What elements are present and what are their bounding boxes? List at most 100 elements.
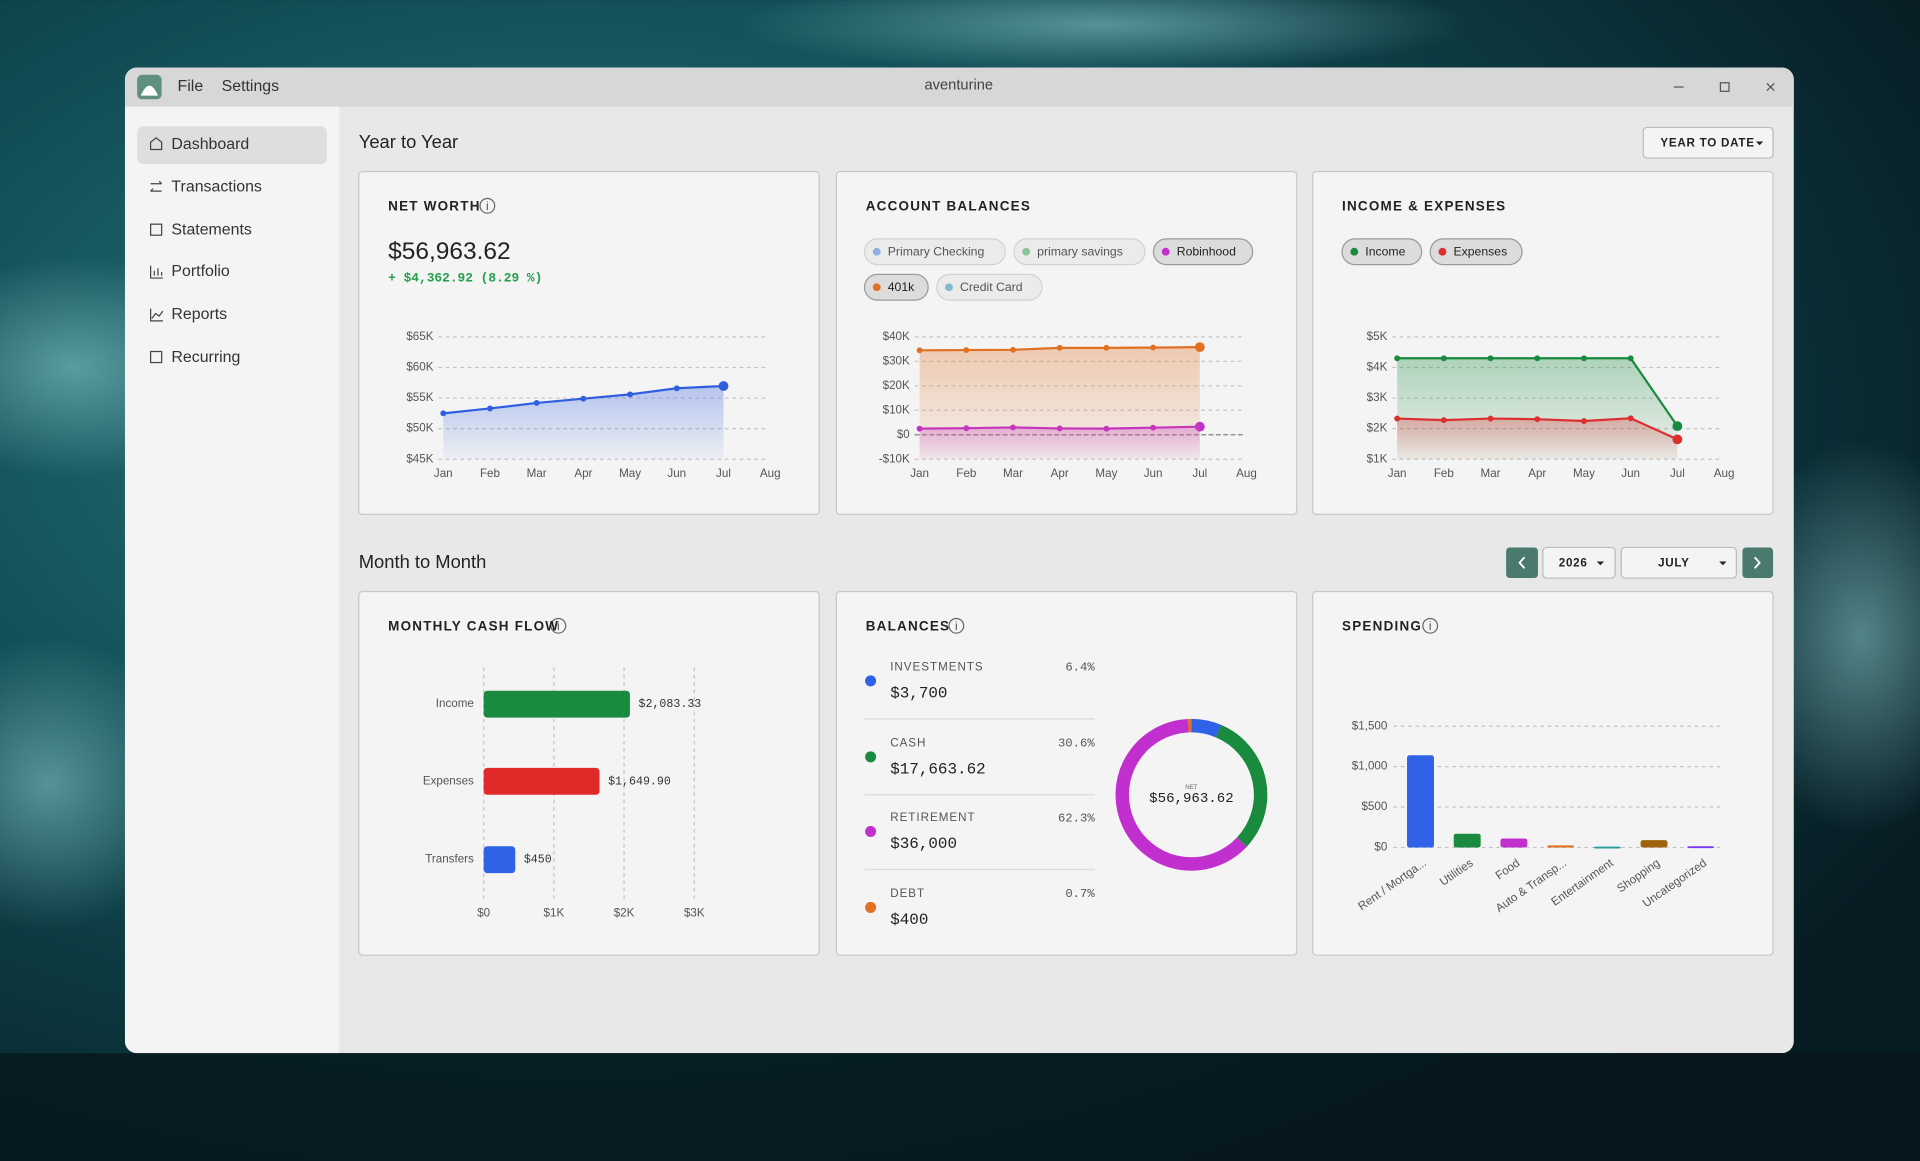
title-bar: [124, 67, 1794, 107]
x-tick-label: Jan: [910, 467, 929, 480]
x-tick-label: Jul: [1192, 467, 1207, 480]
x-tick-label: Jul: [1670, 467, 1685, 480]
legend-chip[interactable]: [863, 273, 929, 301]
nav-item[interactable]: Dashboard: [171, 136, 249, 153]
x-tick-label: Apr: [1528, 467, 1546, 480]
card-title: MONTHLY CASH FLOW: [388, 619, 559, 634]
info-icon[interactable]: [1422, 617, 1439, 634]
close-button[interactable]: [1766, 82, 1775, 92]
year-select[interactable]: [1542, 546, 1616, 579]
info-icon[interactable]: [550, 617, 567, 634]
donut-segment: [1115, 718, 1247, 871]
category-label: Expenses: [423, 774, 474, 787]
nav-item[interactable]: Transactions: [171, 179, 262, 196]
legend-chip[interactable]: [1341, 238, 1423, 266]
bar: [1687, 846, 1715, 849]
month-label: JULY: [1658, 556, 1690, 569]
point: [1394, 355, 1401, 362]
legend-chip[interactable]: [1429, 238, 1523, 266]
y-tick-label: $4K: [1367, 361, 1388, 374]
legend-chip[interactable]: [1152, 238, 1254, 266]
nav-item[interactable]: Portfolio: [171, 263, 230, 280]
x-tick-label: Jul: [716, 467, 731, 480]
section-title: Month to Month: [359, 551, 487, 572]
balance-percent: 62.3%: [1058, 811, 1095, 825]
y-tick-label: $20K: [883, 379, 910, 392]
wave: [734, 0, 1470, 74]
x-tick-label: $1K: [544, 907, 565, 920]
bar: [1640, 840, 1668, 848]
point: [718, 381, 729, 391]
menu-item[interactable]: File: [178, 78, 204, 95]
y-tick-label: $1,500: [1352, 719, 1388, 732]
legend-chip[interactable]: [936, 273, 1043, 301]
x-tick-label: Mar: [1481, 467, 1501, 480]
legend-chip[interactable]: [1013, 238, 1146, 266]
legend-label: primary savings: [1037, 245, 1123, 259]
balance-label: CASH: [890, 736, 926, 749]
nav-item[interactable]: Reports: [171, 306, 227, 323]
legend-label: Primary Checking: [888, 245, 985, 259]
card-title: NET WORTH: [388, 199, 480, 214]
menu-item[interactable]: Settings: [222, 78, 280, 95]
shade: [0, 1053, 1920, 1161]
balance-percent: 0.7%: [1065, 887, 1095, 901]
balance-amount: $400: [890, 911, 928, 929]
prev-button[interactable]: [1506, 547, 1538, 579]
balance-amount: $3,700: [890, 684, 947, 702]
info-icon[interactable]: [948, 617, 965, 634]
range-button[interactable]: [1642, 126, 1774, 159]
icon: [150, 223, 163, 236]
y-tick-label: $65K: [406, 330, 433, 343]
nav-item[interactable]: Statements: [171, 221, 252, 238]
icon: [150, 265, 163, 279]
point: [1672, 434, 1683, 445]
point: [1010, 346, 1016, 353]
x-tick-label: Aug: [1236, 467, 1257, 480]
maximize-button[interactable]: [1719, 82, 1730, 92]
legend-dot: [865, 901, 877, 913]
x-tick-label: Aug: [760, 467, 781, 480]
area: [443, 386, 724, 460]
next-button[interactable]: [1742, 547, 1774, 579]
logo-shape: [140, 85, 158, 96]
point: [1487, 415, 1494, 422]
point: [1627, 355, 1634, 362]
window-title: aventurine: [924, 78, 993, 94]
point: [1150, 344, 1157, 351]
chevron: [1754, 556, 1761, 569]
month-select[interactable]: [1620, 546, 1737, 579]
net-worth-change: + $4,362.92 (8.29 %): [388, 270, 542, 285]
x-tick-label: Aug: [1714, 467, 1735, 480]
y-tick-label: $5K: [1367, 330, 1388, 343]
category-label: Transfers: [425, 853, 474, 866]
legend-label: Credit Card: [960, 280, 1023, 294]
x-tick-label: May: [1095, 467, 1117, 480]
point: [1581, 418, 1587, 424]
legend-chip[interactable]: [863, 238, 1006, 266]
legend-label: Robinhood: [1177, 245, 1236, 259]
x-tick-label: Jun: [667, 467, 686, 480]
legend-dot: [1161, 247, 1170, 256]
y-tick-label: $1,000: [1352, 760, 1388, 773]
info-icon[interactable]: [479, 197, 496, 214]
x-tick-label: Feb: [480, 467, 500, 480]
y-tick-label: $500: [1361, 800, 1387, 813]
balance-label: DEBT: [890, 887, 925, 900]
balance-amount: $36,000: [890, 835, 957, 853]
x-tick-label: Mar: [1003, 467, 1023, 480]
donut-center-value: $56,963.62: [1149, 791, 1233, 807]
point: [1534, 355, 1541, 362]
point: [673, 385, 680, 392]
donut-center-label: NET: [1185, 784, 1197, 791]
x-tick-label: May: [1573, 467, 1595, 480]
bar: [1500, 838, 1528, 848]
bar: [1407, 755, 1434, 848]
y-tick-label: $10K: [883, 403, 910, 416]
icon: [150, 350, 163, 364]
nav-item[interactable]: Recurring: [171, 349, 240, 366]
bar: [483, 690, 630, 718]
point: [627, 391, 634, 398]
card-title: SPENDING: [1342, 619, 1422, 634]
balance-label: INVESTMENTS: [890, 661, 983, 674]
